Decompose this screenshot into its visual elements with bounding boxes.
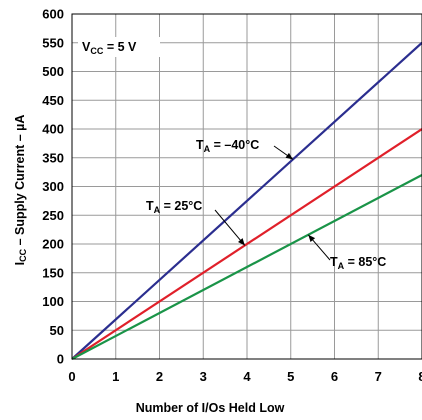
x-tick-label: 3 (200, 369, 207, 384)
series-label-85: TA = 85°C (330, 255, 386, 271)
y-tick-label: 50 (50, 323, 64, 338)
x-tick-label: 2 (156, 369, 163, 384)
x-tick-label: 8 (418, 369, 422, 384)
annotation-leaders (214, 145, 331, 261)
y-tick-label: 250 (42, 208, 64, 223)
series-line-1 (71, 128, 422, 360)
series-label-25: TA = 25°C (146, 199, 202, 215)
series-lines (71, 41, 422, 360)
y-tick-label: 500 (42, 64, 64, 79)
series-line-0 (71, 41, 422, 360)
x-tick-label: 0 (68, 369, 75, 384)
x-tick-label: 1 (112, 369, 119, 384)
x-axis-title: Number of I/Os Held Low (136, 401, 285, 415)
x-tick-labels: 0 1 2 3 4 5 6 7 8 (68, 369, 422, 384)
x-tick-label: 7 (375, 369, 382, 384)
x-tick-label: 4 (243, 369, 251, 384)
y-tick-label: 450 (42, 93, 64, 108)
leader-arrowhead-0 (285, 152, 293, 160)
y-tick-labels: 0 50 100 150 200 250 300 350 400 450 500 550 600 (42, 7, 64, 367)
x-tick-label: 5 (287, 369, 294, 384)
y-tick-label: 300 (42, 179, 64, 194)
x-tick-label: 6 (331, 369, 338, 384)
grid (71, 13, 422, 360)
y-tick-label: 100 (42, 294, 64, 309)
condition-label: VCC = 5 V (82, 40, 137, 56)
y-axis-title: ICC – Supply Current – µA (13, 115, 28, 266)
y-tick-label: 350 (42, 150, 64, 165)
series-line-2 (71, 174, 422, 360)
leader-line-1 (214, 209, 246, 246)
y-tick-label: 400 (42, 122, 64, 137)
y-tick-label: 0 (57, 352, 64, 367)
y-tick-label: 150 (42, 265, 64, 280)
leader-arrowhead-1 (238, 238, 245, 246)
y-tick-label: 550 (42, 35, 64, 50)
series-label-minus40: TA = –40°C (196, 138, 259, 154)
y-tick-label: 600 (42, 7, 64, 22)
condition-box (78, 37, 160, 57)
y-tick-label: 200 (42, 237, 64, 252)
plot-frame (71, 13, 422, 360)
leader-arrowhead-2 (308, 234, 316, 243)
